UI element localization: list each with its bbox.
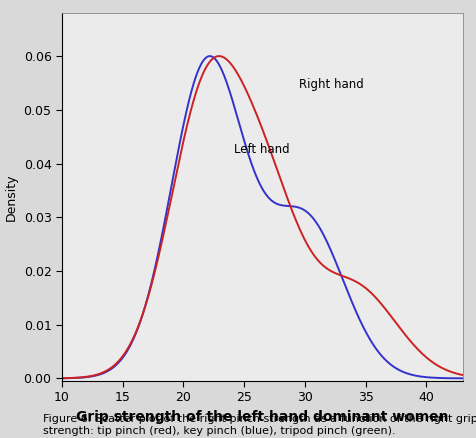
Y-axis label: Density: Density [5,173,18,221]
X-axis label: Grip strength of the left hand dominant women: Grip strength of the left hand dominant … [76,410,447,424]
Text: Figure 6: Scatter plot of the right pinch strength as a function of the right gr: Figure 6: Scatter plot of the right pinc… [43,414,476,436]
Text: Left hand: Left hand [234,143,289,156]
Text: Right hand: Right hand [298,78,363,92]
